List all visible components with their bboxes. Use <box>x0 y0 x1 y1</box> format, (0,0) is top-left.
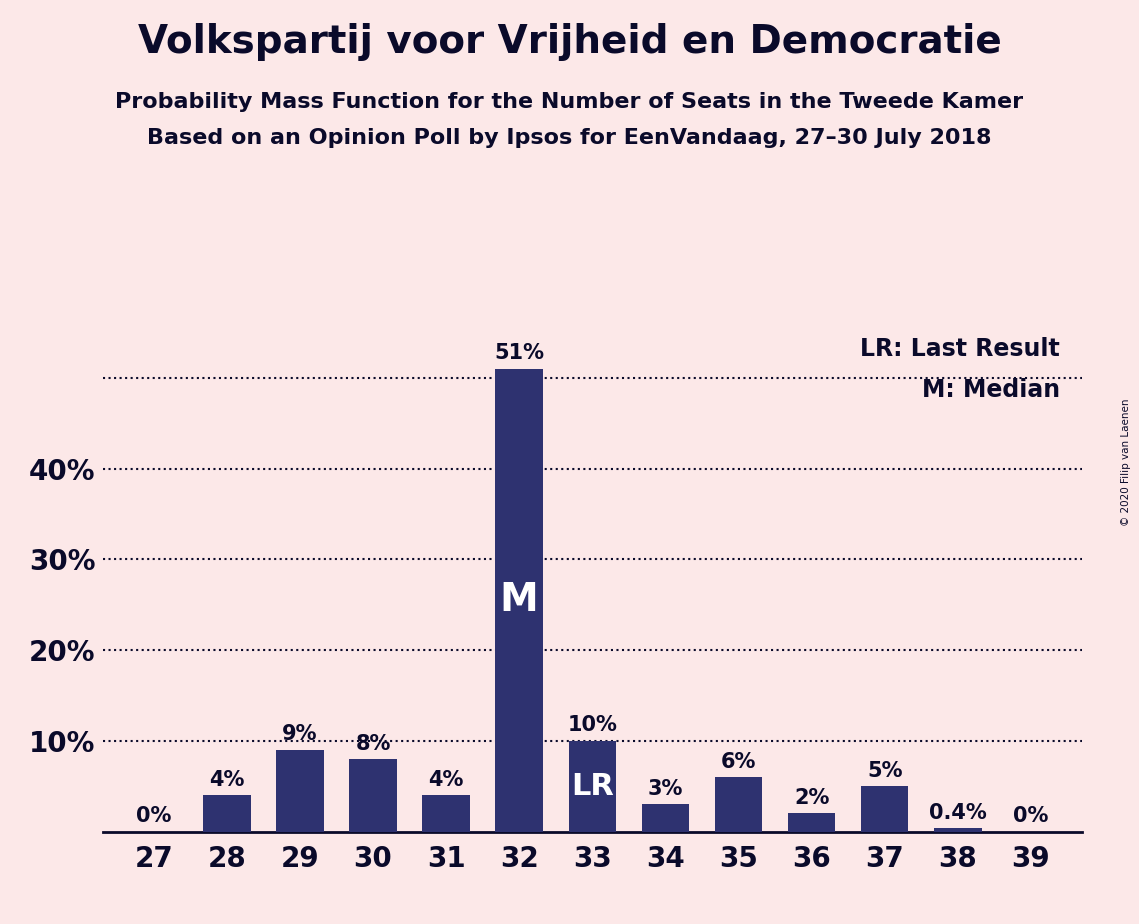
Bar <box>203 796 251 832</box>
Text: Based on an Opinion Poll by Ipsos for EenVandaag, 27–30 July 2018: Based on an Opinion Poll by Ipsos for Ee… <box>147 128 992 148</box>
Text: 4%: 4% <box>210 770 245 790</box>
Text: 3%: 3% <box>648 779 683 799</box>
Bar <box>350 759 396 832</box>
Text: 8%: 8% <box>355 734 391 754</box>
Bar <box>934 828 982 832</box>
Bar <box>715 777 762 832</box>
Text: Volkspartij voor Vrijheid en Democratie: Volkspartij voor Vrijheid en Democratie <box>138 23 1001 61</box>
Text: M: M <box>500 581 539 619</box>
Text: 4%: 4% <box>428 770 464 790</box>
Text: M: Median: M: Median <box>921 378 1060 402</box>
Text: 0%: 0% <box>136 806 171 826</box>
Bar <box>423 796 470 832</box>
Bar <box>276 750 323 832</box>
Bar <box>861 786 909 832</box>
Text: 2%: 2% <box>794 788 829 808</box>
Text: 5%: 5% <box>867 760 902 781</box>
Text: Probability Mass Function for the Number of Seats in the Tweede Kamer: Probability Mass Function for the Number… <box>115 92 1024 113</box>
Text: 51%: 51% <box>494 344 544 363</box>
Text: LR: LR <box>571 772 614 801</box>
Bar <box>568 741 616 832</box>
Bar <box>788 813 835 832</box>
Bar <box>641 805 689 832</box>
Text: 10%: 10% <box>567 715 617 736</box>
Text: 9%: 9% <box>282 724 318 745</box>
Text: 0.4%: 0.4% <box>929 803 986 822</box>
Bar <box>495 369 543 832</box>
Text: © 2020 Filip van Laenen: © 2020 Filip van Laenen <box>1121 398 1131 526</box>
Text: LR: Last Result: LR: Last Result <box>860 337 1060 361</box>
Text: 6%: 6% <box>721 752 756 772</box>
Text: 0%: 0% <box>1014 806 1049 826</box>
